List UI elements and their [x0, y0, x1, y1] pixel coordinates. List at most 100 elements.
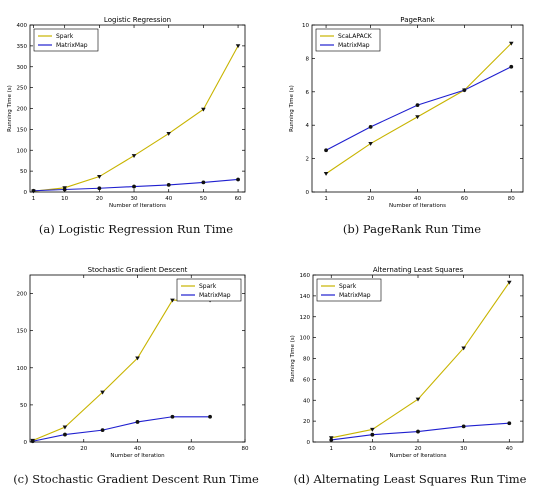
y-tick-label: 100 [17, 148, 28, 154]
legend-label: MatrixMap [199, 292, 231, 299]
y-tick-label: 0 [306, 190, 310, 196]
series-line-0 [32, 299, 211, 442]
x-tick-label: 10 [369, 446, 376, 452]
y-tick-label: 350 [17, 44, 28, 50]
x-tick-label: 20 [96, 196, 103, 202]
legend: Spark MatrixMap [33, 28, 99, 52]
chart-title: Stochastic Gradient Descent [88, 266, 188, 274]
y-tick-label: 300 [17, 65, 28, 71]
data-point-circle [63, 432, 67, 437]
x-tick-label: 40 [414, 196, 421, 202]
chart-3: Alternating Least Squares 1 10 20 30 40 0 20 40 6… [290, 266, 524, 459]
y-tick-label: 6 [306, 90, 310, 96]
y-tick-label: 140 [300, 294, 311, 300]
data-point-circle [509, 64, 514, 69]
y-tick-label: 0 [307, 440, 311, 446]
x-axis-label: Number of Iterations [109, 203, 166, 209]
y-tick-label: 50 [20, 403, 27, 409]
x-tick-label: 20 [415, 446, 422, 452]
data-point-triangle [508, 41, 514, 46]
y-tick-label: 160 [300, 273, 311, 279]
y-tick-label: 80 [303, 357, 310, 363]
series-line-0 [33, 45, 239, 192]
x-tick-label: 80 [242, 446, 249, 452]
data-point-triangle [201, 107, 206, 112]
data-point-triangle [100, 390, 105, 395]
y-tick-label: 100 [17, 366, 28, 372]
data-point-triangle [370, 427, 375, 432]
y-tick-label: 150 [17, 127, 28, 133]
x-axis-label: Number of Iterations [389, 203, 446, 209]
y-tick-label: 20 [303, 419, 310, 425]
x-tick-label: 1 [330, 446, 334, 452]
chart-title: Alternating Least Squares [373, 266, 464, 274]
data-point-circle [62, 187, 67, 192]
x-tick-label: 50 [200, 196, 207, 202]
legend: Spark MatrixMap [176, 278, 242, 302]
data-point-circle [201, 180, 206, 185]
caption-d: (d) Alternating Least Squares Run Time [293, 472, 527, 486]
legend-label: Spark [339, 283, 357, 290]
legend-label: Spark [199, 283, 217, 290]
x-tick-label: 20 [80, 446, 87, 452]
x-axis-label: Number of Iterations [389, 453, 446, 459]
data-point-triangle [323, 172, 329, 176]
y-tick-label: 200 [17, 292, 28, 298]
data-point-circle [31, 188, 36, 193]
y-axis-label: Running Time (s) [290, 335, 296, 382]
series-line-1 [325, 66, 512, 151]
caption-a: (a) Logistic Regression Run Time [38, 222, 234, 236]
data-point-circle [370, 432, 375, 437]
y-tick-label: 40 [303, 398, 310, 404]
series-line-0 [325, 42, 512, 175]
data-point-circle [100, 428, 105, 433]
x-axis-label: Number of Iteration [110, 453, 165, 459]
data-point-triangle [97, 174, 102, 179]
y-tick-label: 10 [302, 23, 309, 29]
x-tick-label: 80 [508, 196, 515, 202]
y-tick-label: 200 [17, 107, 28, 113]
x-tick-label: 60 [461, 196, 468, 202]
x-tick-label: 60 [188, 446, 195, 452]
x-tick-label: 30 [131, 196, 138, 202]
data-point-circle [166, 183, 171, 187]
y-tick-label: 100 [300, 336, 311, 342]
y-tick-label: 250 [17, 86, 28, 92]
y-tick-label: 0 [24, 190, 28, 196]
data-point-triangle [461, 346, 466, 351]
y-tick-label: 150 [17, 329, 28, 335]
data-point-triangle [62, 425, 68, 430]
data-point-circle [97, 186, 102, 191]
x-tick-label: 30 [460, 446, 467, 452]
chart-title: Logistic Regression [104, 16, 171, 24]
caption-b: (b) PageRank Run Time [342, 222, 482, 236]
legend-label: MatrixMap [338, 42, 370, 49]
data-point-circle [415, 103, 420, 108]
y-tick-label: 50 [20, 169, 27, 175]
y-tick-label: 400 [17, 23, 28, 29]
legend-label: ScaLAPACK [338, 33, 373, 40]
data-point-circle [170, 414, 175, 419]
y-axis-label: Running Time (s) [7, 85, 13, 132]
x-tick-label: 1 [32, 196, 36, 202]
data-point-circle [507, 421, 512, 426]
data-point-circle [416, 429, 420, 434]
data-point-circle [324, 148, 328, 153]
data-point-triangle [368, 141, 373, 146]
data-point-circle [368, 124, 373, 129]
data-point-triangle [166, 131, 172, 136]
data-point-circle [461, 424, 466, 429]
data-point-triangle [415, 397, 421, 402]
x-tick-label: 20 [367, 196, 374, 202]
data-point-triangle [131, 154, 137, 158]
x-tick-label: 10 [61, 196, 68, 202]
legend-label: Spark [56, 33, 74, 40]
data-point-triangle [135, 356, 140, 361]
data-point-triangle [415, 115, 420, 120]
x-tick-label: 1 [324, 196, 328, 202]
caption-c: (c) Stochastic Gradient Descent Run Time [13, 472, 259, 486]
data-point-circle [30, 439, 35, 444]
x-tick-label: 40 [506, 446, 513, 452]
series-line-1 [32, 416, 211, 442]
